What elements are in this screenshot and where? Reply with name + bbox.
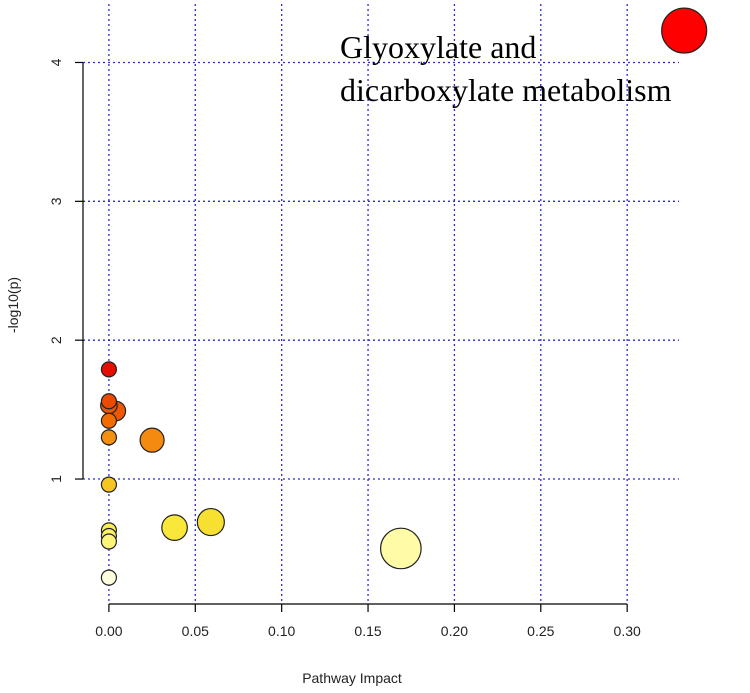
data-point [196, 507, 225, 537]
y-axis-label: -log10(p) [5, 277, 21, 333]
y-tick-label: 4 [48, 58, 64, 66]
data-point [100, 429, 118, 446]
annotation-line-1: Glyoxylate and [340, 29, 536, 65]
annotation-line-2: dicarboxylate metabolism [340, 72, 672, 108]
points-layer [100, 7, 708, 586]
y-tick-label: 3 [48, 197, 64, 205]
data-point [100, 533, 118, 550]
data-point [139, 427, 165, 453]
data-point [380, 527, 422, 570]
x-tick-label: 0.00 [95, 623, 122, 639]
axes-layer: 0.00 0.05 0.10 0.15 0.20 0.25 0.30 1 2 3 4 [48, 58, 641, 639]
data-point [100, 476, 118, 493]
y-tick-label: 2 [48, 336, 64, 344]
data-point [100, 393, 118, 410]
grid-layer [83, 4, 679, 604]
x-tick-label: 0.15 [354, 623, 381, 639]
x-axis-label: Pathway Impact [302, 670, 402, 686]
x-tick-label: 0.10 [268, 623, 295, 639]
x-tick-label: 0.05 [182, 623, 209, 639]
data-point [661, 7, 708, 54]
x-tick-label: 0.30 [614, 623, 641, 639]
x-tick-label: 0.25 [527, 623, 554, 639]
data-point [161, 514, 188, 541]
data-point [100, 361, 118, 378]
y-tick-label: 1 [48, 475, 64, 483]
x-tick-label: 0.20 [441, 623, 468, 639]
data-point [100, 569, 118, 586]
data-point [100, 412, 118, 429]
